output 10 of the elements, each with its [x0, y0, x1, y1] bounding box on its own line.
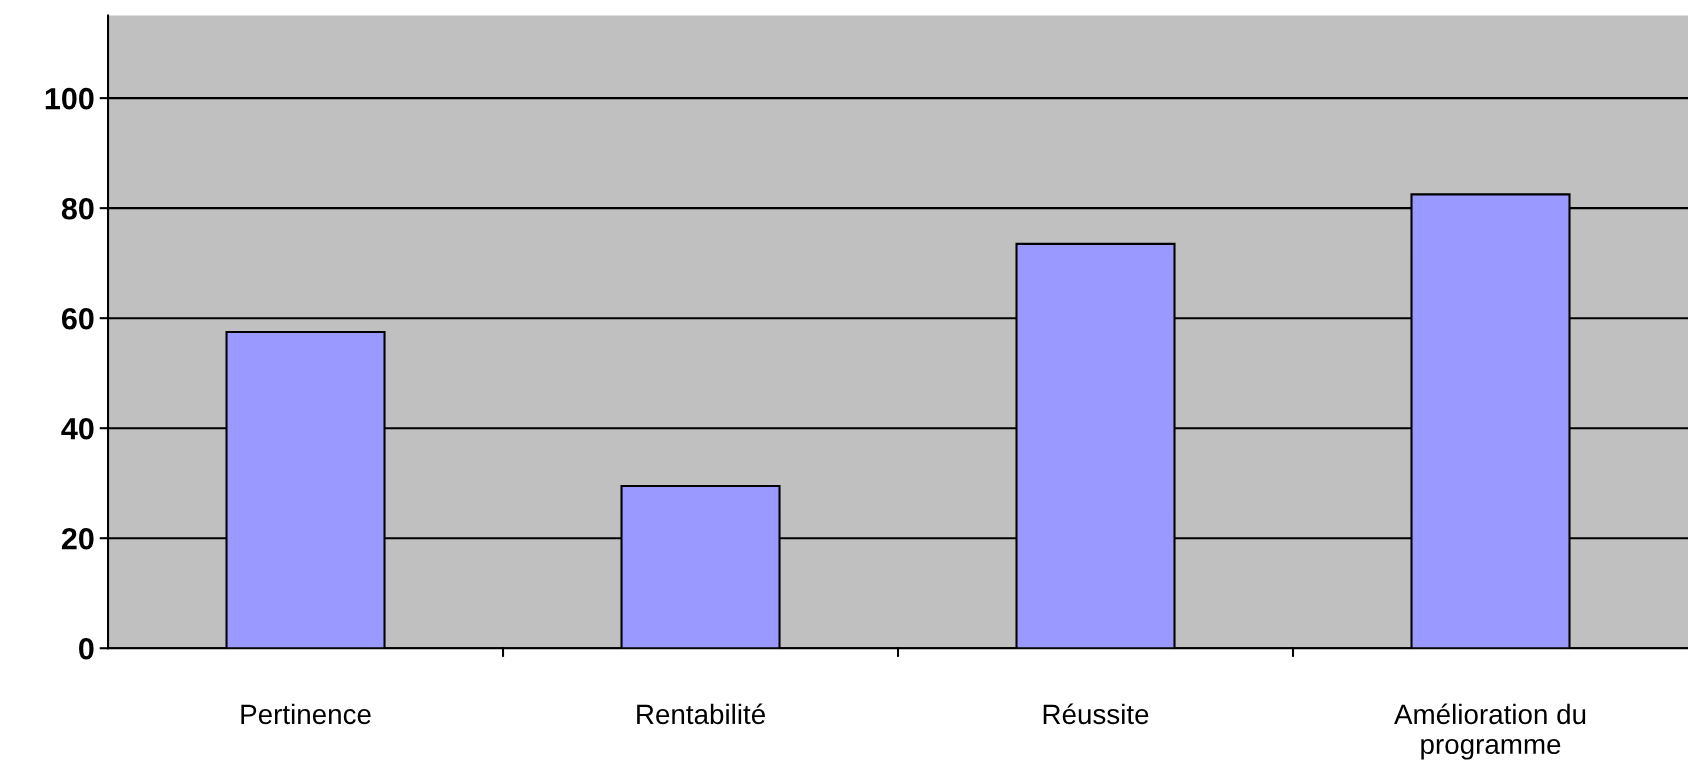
y-tick-label: 0 [79, 637, 94, 660]
x-tick-label: Rentabilité [637, 703, 765, 725]
y-tick-label: 20 [61, 527, 94, 550]
y-tick-label: 80 [61, 197, 94, 220]
y-tick-label: 60 [61, 307, 94, 330]
x-tick-label: Réussite [1043, 703, 1149, 725]
y-tick-label: 100 [45, 87, 94, 110]
x-tick-label: Amélioration du programme [1394, 703, 1586, 760]
y-tick-label: 40 [61, 417, 94, 440]
x-tick-label: Pertinence [241, 703, 371, 725]
